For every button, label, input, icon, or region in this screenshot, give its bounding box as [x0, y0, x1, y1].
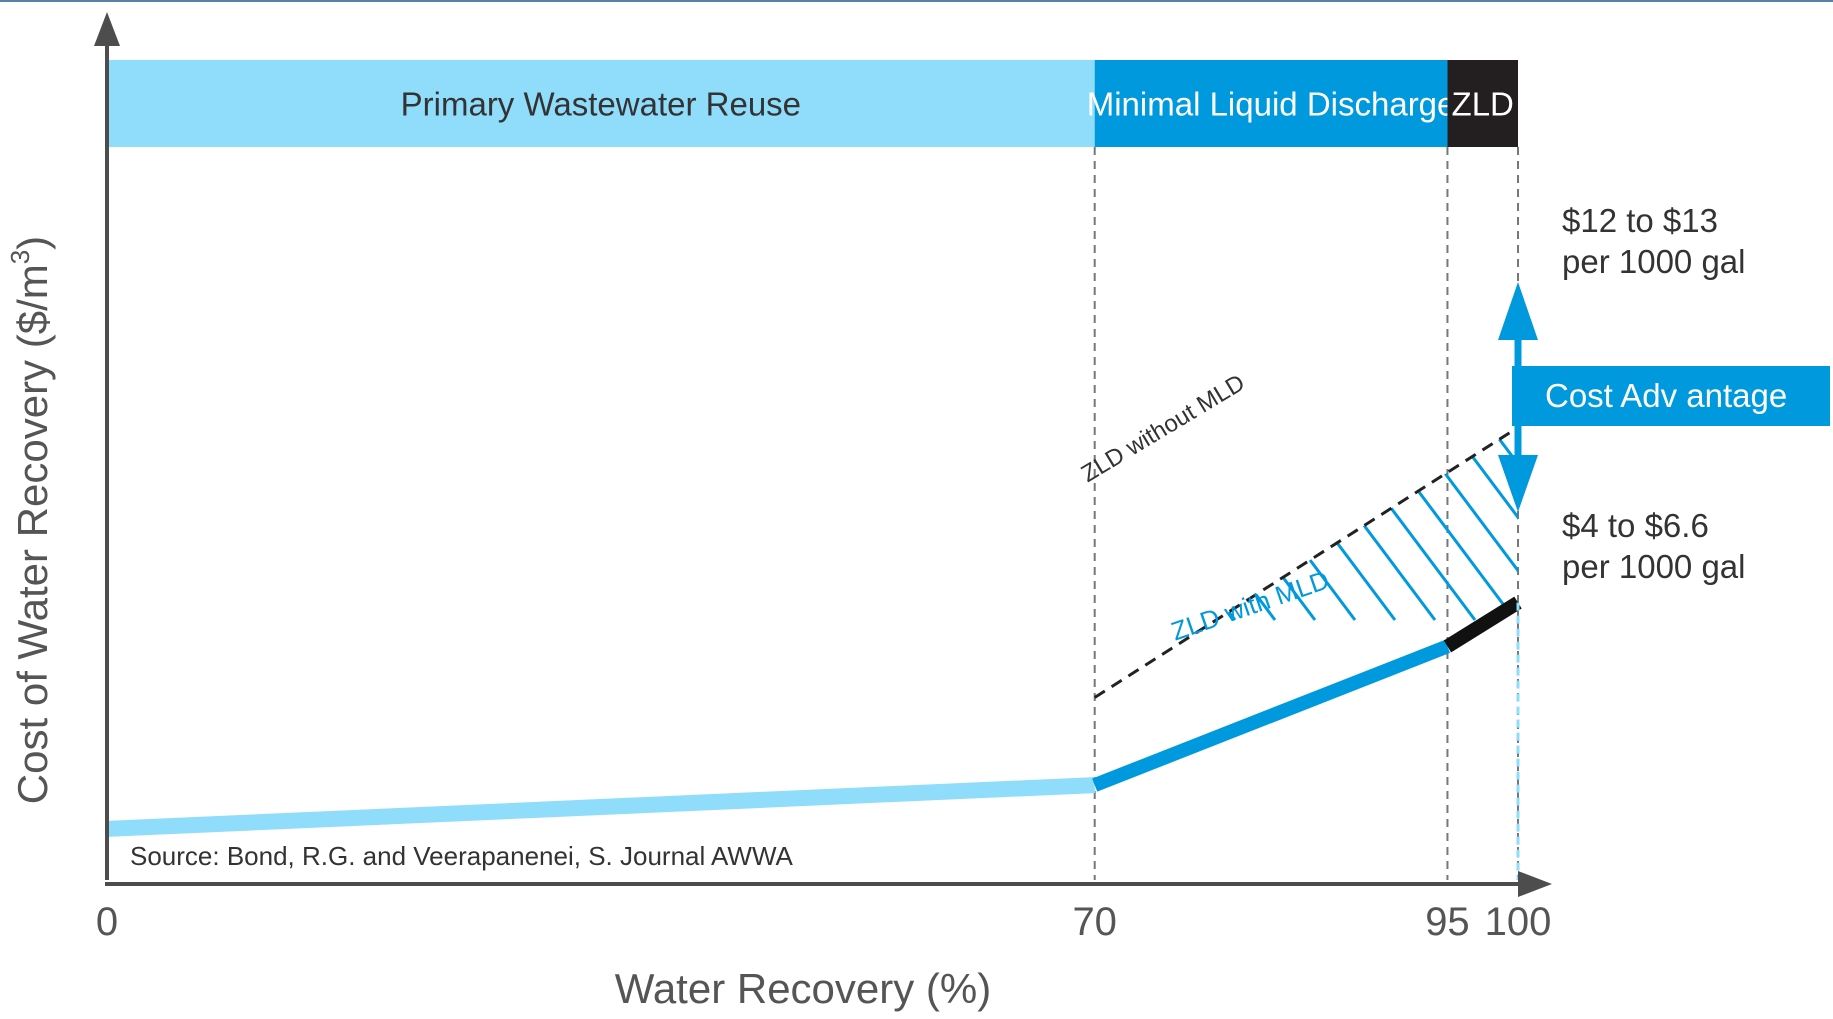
x-tick-label-100: 100 — [1485, 900, 1552, 944]
hatch-line — [1094, 427, 1317, 621]
zone-band-2 — [1447, 60, 1518, 147]
y-axis-title: Cost of Water Recovery ($/m3) — [5, 236, 56, 804]
cost-advantage-box — [1512, 366, 1830, 426]
upper-cost-line2: per 1000 gal — [1562, 243, 1745, 280]
axes — [94, 12, 1552, 897]
hatch-line — [1094, 427, 1197, 621]
x-tick-label-95: 95 — [1425, 900, 1470, 944]
series-line-3 — [1093, 426, 1519, 699]
hatch-line — [1158, 427, 1477, 621]
hatch-line — [1198, 427, 1517, 621]
hatch-line — [1238, 427, 1518, 621]
zone-band-0 — [107, 60, 1095, 147]
series-label-zld-without-mld: ZLD without MLD — [1077, 369, 1250, 488]
top-border — [0, 0, 1833, 2]
zone-label-1: Minimal Liquid Discharge — [1087, 86, 1456, 123]
y-axis-arrow — [94, 12, 120, 46]
hatch-line — [1094, 427, 1277, 621]
zone-band-1 — [1094, 60, 1448, 147]
series-line-1 — [1092, 639, 1451, 792]
y-axis-title-main: Cost of Water Recovery ($/m — [9, 264, 56, 804]
x-tick-label-0: 0 — [96, 900, 118, 944]
series-line-0 — [106, 777, 1096, 837]
source-note: Source: Bond, R.G. and Veerapanenei, S. … — [130, 841, 794, 871]
x-axis-arrow — [1518, 871, 1552, 897]
hatch-line — [1094, 427, 1397, 621]
lower-cost-line1: $4 to $6.6 — [1562, 507, 1709, 544]
y-axis-title-sup: 3 — [5, 250, 35, 264]
zone-label-2: ZLD — [1452, 86, 1514, 123]
cost-advantage-callout: Cost Adv antage — [1498, 282, 1830, 512]
zone-label-0: Primary Wastewater Reuse — [401, 86, 801, 123]
y-axis-title-close: ) — [9, 236, 56, 250]
cost-advantage-label: Cost Adv antage — [1545, 377, 1787, 414]
series-line-2 — [1443, 596, 1522, 653]
lower-cost-line2: per 1000 gal — [1562, 548, 1745, 585]
hatch-line — [1118, 427, 1437, 621]
series-label-zld-with-mld: ZLD with MLD — [1167, 564, 1332, 646]
x-axis-title: Water Recovery (%) — [615, 965, 992, 1012]
cost-advantage-arrow-down — [1498, 455, 1538, 512]
cost-advantage-arrow-up — [1498, 282, 1538, 340]
upper-cost-line1: $12 to $13 — [1562, 202, 1718, 239]
x-tick-label-70: 70 — [1072, 900, 1117, 944]
